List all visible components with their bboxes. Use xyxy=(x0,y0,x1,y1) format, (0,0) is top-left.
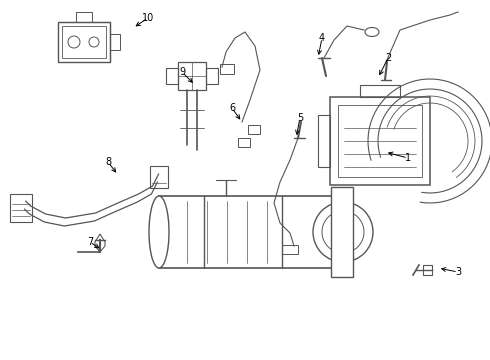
Bar xyxy=(110,34,120,50)
Text: 9: 9 xyxy=(179,67,185,77)
Text: 6: 6 xyxy=(229,103,235,113)
Text: 5: 5 xyxy=(297,113,303,123)
Bar xyxy=(330,97,430,185)
Bar xyxy=(360,85,400,97)
Bar xyxy=(238,138,250,147)
Bar xyxy=(282,245,298,254)
Bar xyxy=(58,22,110,62)
Text: 7: 7 xyxy=(87,237,93,247)
Text: 3: 3 xyxy=(455,267,461,277)
Bar xyxy=(76,12,92,22)
Bar xyxy=(159,196,337,268)
Bar xyxy=(423,265,432,275)
Text: 8: 8 xyxy=(105,157,111,167)
Text: 10: 10 xyxy=(142,13,154,23)
Text: 1: 1 xyxy=(405,153,411,163)
Bar xyxy=(220,64,234,74)
Text: 2: 2 xyxy=(385,53,391,63)
Bar xyxy=(62,26,106,58)
Ellipse shape xyxy=(149,196,169,268)
Bar xyxy=(10,194,32,222)
Bar xyxy=(150,166,168,188)
Bar xyxy=(206,68,218,84)
Bar xyxy=(248,125,260,134)
Bar xyxy=(331,187,353,277)
Bar xyxy=(338,105,422,177)
Text: 4: 4 xyxy=(319,33,325,43)
Bar xyxy=(166,68,178,84)
Bar xyxy=(318,115,330,167)
Bar xyxy=(178,62,206,90)
